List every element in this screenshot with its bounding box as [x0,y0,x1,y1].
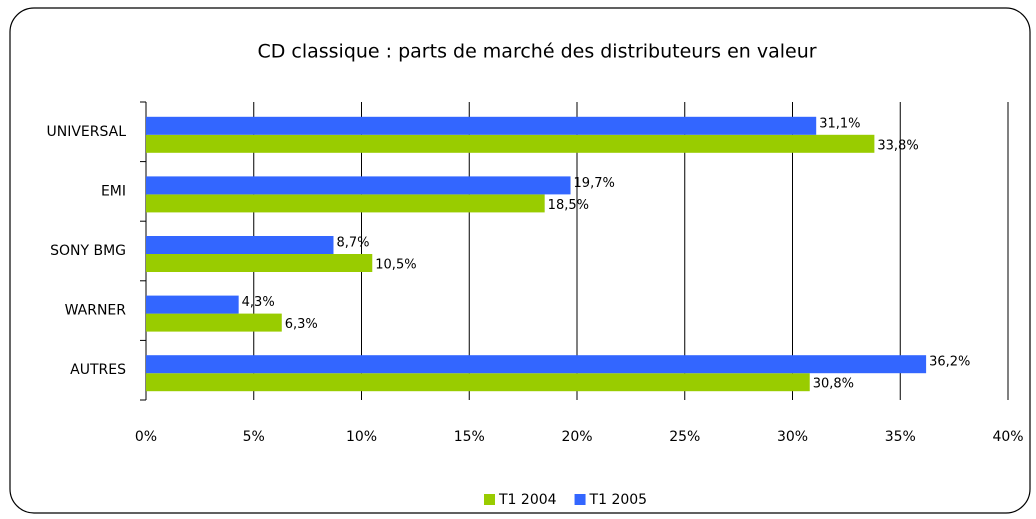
legend-label: T1 2004 [498,492,557,508]
bar [146,176,571,195]
x-tick-label: 30% [777,429,808,445]
x-tick-label: 10% [346,429,377,445]
y-tick-label: EMI [101,183,126,199]
x-tick-label: 15% [454,429,485,445]
bar [146,194,545,213]
value-label: 30,8% [813,377,854,392]
bar [146,134,875,153]
legend-swatch [484,494,495,505]
value-label: 33,8% [877,138,918,153]
value-label: 31,1% [819,116,860,131]
value-label: 18,5% [548,198,589,213]
value-label: 10,5% [375,258,416,273]
bar [146,355,927,374]
x-tick-label: 25% [669,429,700,445]
legend-label: T1 2005 [589,492,648,508]
legend-swatch [574,494,586,505]
x-tick-label: 20% [561,429,592,445]
y-tick-label: SONY BMG [50,243,126,259]
bar [146,373,810,392]
bar [146,236,334,254]
value-label: 19,7% [574,176,615,191]
chart-title: CD classique : parts de marché des distr… [257,41,816,63]
bar [146,313,282,332]
y-tick-label: WARNER [65,303,127,319]
x-tick-label: 40% [992,429,1023,445]
x-tick-label: 5% [243,429,265,445]
bar [146,116,817,135]
x-tick-label: 0% [135,429,157,445]
value-label: 6,3% [285,317,318,332]
y-tick-label: AUTRES [70,362,126,378]
x-tick-label: 35% [885,429,916,445]
bar [146,254,373,272]
bar [146,295,239,314]
value-label: 4,3% [242,295,275,310]
value-label: 8,7% [336,236,369,251]
value-label: 36,2% [929,355,970,370]
y-tick-label: UNIVERSAL [46,124,126,140]
